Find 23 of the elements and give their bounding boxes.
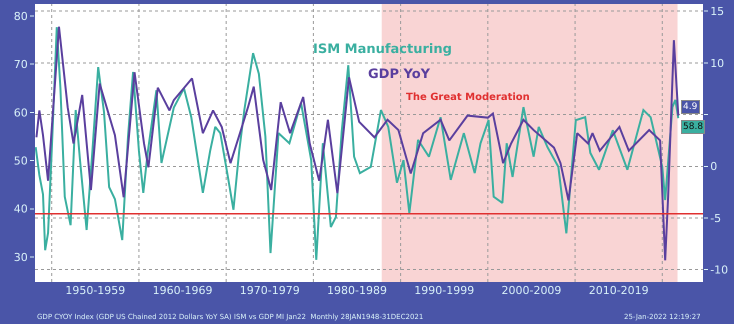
y-tick-label: 60 bbox=[14, 106, 28, 120]
y2-tick-label: 15 bbox=[710, 5, 724, 18]
y-tick-label: 80 bbox=[14, 10, 28, 23]
y-tick-label: 30 bbox=[14, 250, 28, 264]
text: ISM Manufacturing bbox=[313, 42, 452, 57]
y2-tick-label: -10 bbox=[710, 263, 728, 276]
x-tick-label: 2000-2009 bbox=[501, 284, 562, 297]
x-tick-label: 2010-2019 bbox=[588, 284, 649, 297]
x-tick-label: 1980-1989 bbox=[327, 284, 387, 297]
data-label: 4.9 bbox=[683, 102, 698, 112]
y2-tick-label: -5 bbox=[710, 212, 722, 225]
y2-tick-label: 0 bbox=[710, 160, 718, 174]
data-label: 58.8 bbox=[683, 122, 704, 132]
x-tick-label: 1950-1959 bbox=[65, 284, 126, 297]
series-label: GDP YoY bbox=[368, 67, 431, 82]
band-label: The Great Moderation bbox=[406, 92, 530, 103]
y-tick-label: 50 bbox=[14, 154, 28, 168]
y-tick-label: 40 bbox=[14, 202, 28, 216]
x-tick-label: 1960-1969 bbox=[152, 284, 213, 297]
y-tick-label: 70 bbox=[14, 58, 28, 72]
x-tick-label: 1970-1979 bbox=[240, 284, 300, 297]
x-tick-label: 1990-1999 bbox=[414, 284, 474, 297]
y2-tick-label: 10 bbox=[710, 56, 724, 70]
